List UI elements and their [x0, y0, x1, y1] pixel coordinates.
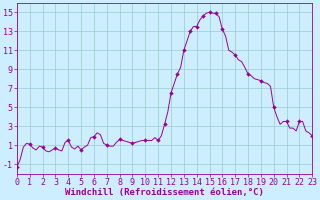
X-axis label: Windchill (Refroidissement éolien,°C): Windchill (Refroidissement éolien,°C) [65, 188, 264, 197]
